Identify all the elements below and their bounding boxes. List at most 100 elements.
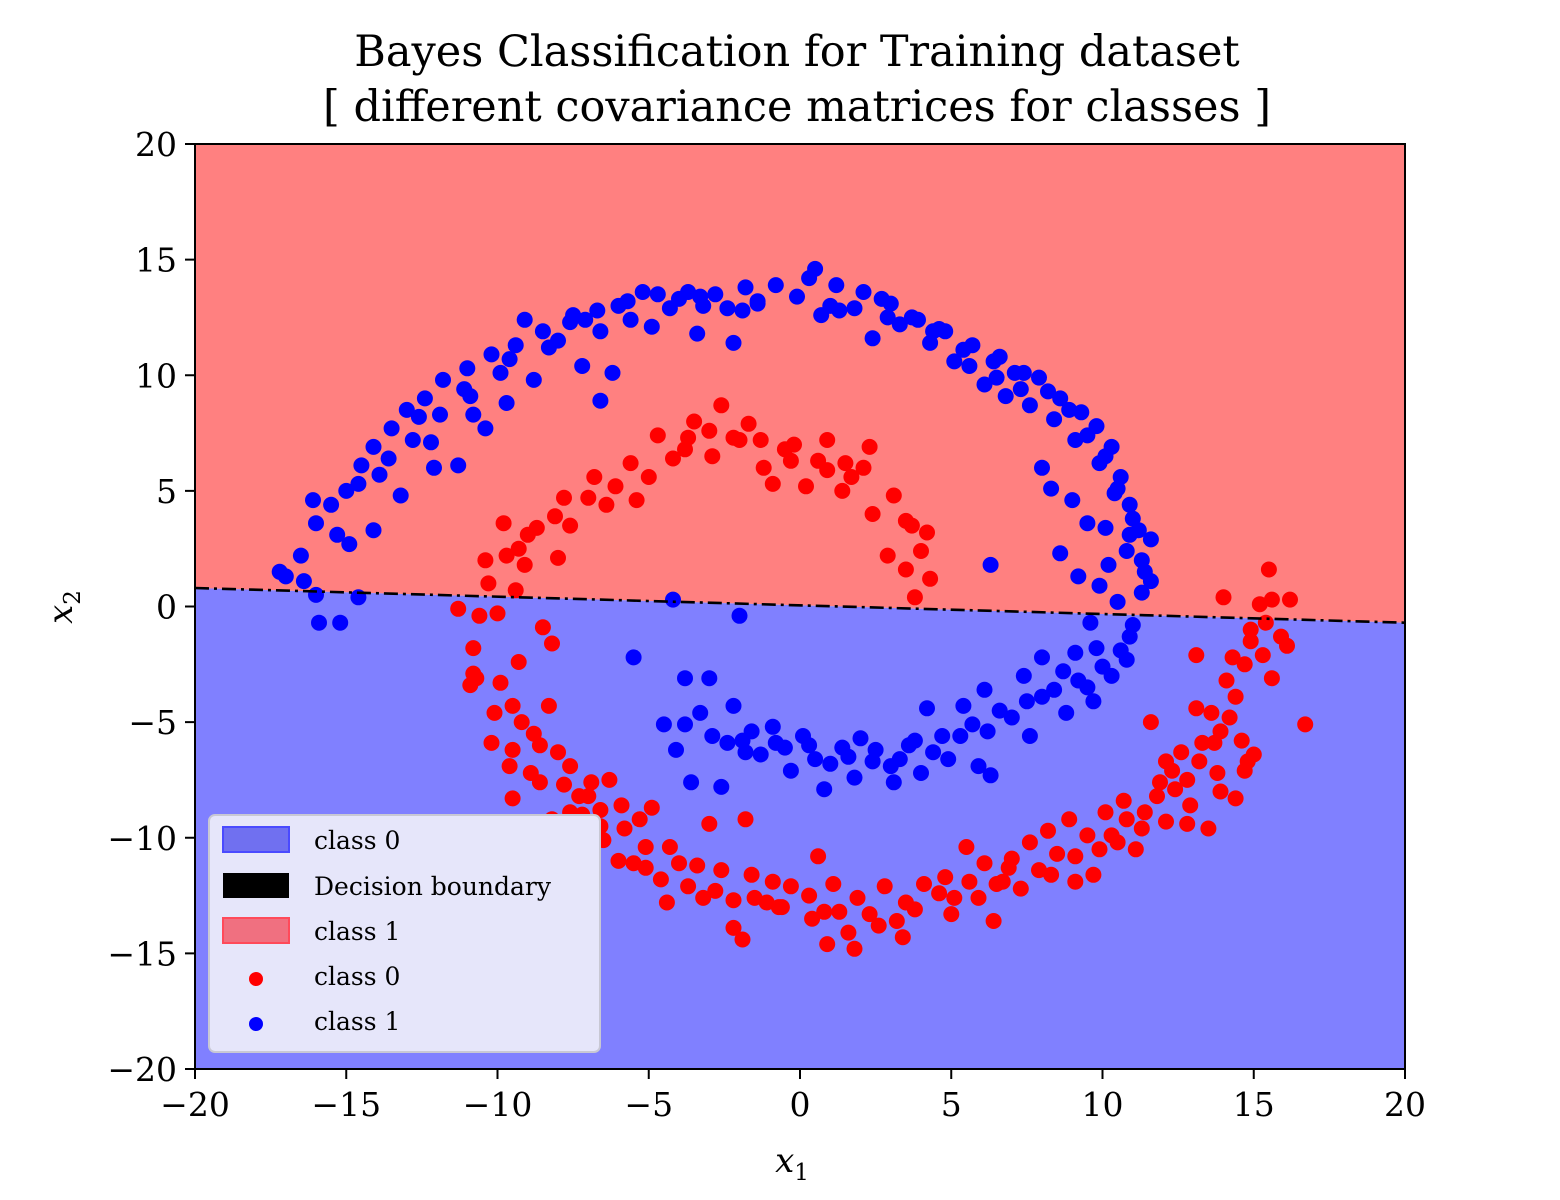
point-class-0-124 [876, 878, 893, 895]
point-class-1-93 [1109, 593, 1126, 610]
point-class-1-45 [1046, 681, 1063, 698]
point-class-0-56 [507, 582, 524, 599]
point-class-0-160 [628, 492, 645, 509]
point-class-1-173 [737, 744, 754, 761]
point-class-1-197 [610, 297, 627, 314]
y-axis-ticks: −20 −15 −10 −5 0 5 10 15 20 [107, 125, 195, 1089]
point-class-0-97 [846, 940, 863, 957]
point-class-0-19 [504, 741, 521, 758]
point-class-1-89 [1118, 543, 1135, 559]
point-class-1-98 [1034, 649, 1050, 666]
point-class-0-141 [1203, 704, 1220, 721]
point-class-0-11 [547, 508, 563, 525]
point-class-1-116 [982, 556, 999, 573]
legend-box [208, 814, 601, 1053]
point-class-1-184 [1058, 704, 1075, 721]
point-class-1-82 [997, 388, 1014, 405]
point-class-1-196 [577, 311, 594, 328]
point-class-0-207 [1263, 670, 1280, 687]
legend-label-points-class-0: class 0 [314, 962, 400, 991]
point-class-0-62 [616, 820, 633, 837]
y-tick-label-1: −15 [107, 934, 177, 973]
point-class-1-180 [940, 751, 957, 768]
point-class-0-147 [1158, 753, 1174, 770]
point-class-0-81 [1297, 716, 1314, 733]
point-class-1-157 [1034, 688, 1050, 705]
x-tick-label-7: 15 [1233, 1085, 1275, 1124]
point-class-1-40 [1133, 584, 1150, 601]
point-class-1-182 [982, 767, 999, 784]
point-class-1-156 [1055, 663, 1072, 680]
point-class-0-179 [504, 790, 521, 807]
point-class-1-20 [707, 286, 724, 303]
point-class-0-16 [465, 640, 482, 657]
point-class-0-41 [1242, 621, 1259, 638]
point-class-1-122 [432, 406, 448, 423]
point-class-1-213 [1121, 526, 1138, 543]
point-class-1-47 [991, 702, 1008, 719]
point-class-0-53 [913, 543, 929, 559]
point-class-1-159 [979, 723, 996, 740]
point-class-1-81 [976, 376, 993, 393]
point-class-1-212 [1106, 485, 1123, 502]
point-class-1-176 [816, 781, 833, 798]
x-tick-label-6: 10 [1082, 1085, 1124, 1124]
point-class-1-73 [725, 334, 742, 351]
point-class-0-130 [1021, 834, 1038, 851]
point-class-1-92 [1091, 577, 1108, 594]
legend-marker-points-class-0 [249, 972, 263, 986]
point-class-1-138 [873, 290, 890, 307]
legend-swatch-decision-boundary [223, 873, 289, 898]
point-class-0-112 [613, 797, 630, 814]
point-class-1-101 [955, 697, 972, 714]
point-class-0-95 [734, 931, 751, 948]
point-class-1-7 [383, 420, 400, 437]
point-class-0-184 [695, 889, 712, 906]
legend: class 0 Decision boundary class 1 class … [208, 814, 601, 1053]
point-class-0-90 [701, 815, 718, 832]
point-class-1-8 [398, 401, 415, 418]
point-class-0-194 [1003, 850, 1020, 867]
point-class-1-120 [371, 466, 388, 483]
point-class-0-212 [525, 725, 542, 742]
point-class-1-187 [410, 408, 427, 425]
y-axis-label-base: x [41, 605, 81, 624]
point-class-1-179 [913, 765, 929, 781]
point-class-0-103 [450, 600, 467, 617]
point-class-0-186 [746, 889, 763, 906]
point-class-0-72 [1049, 845, 1066, 862]
point-class-0-140 [1194, 734, 1211, 751]
point-class-0-65 [758, 894, 775, 911]
point-class-0-118 [743, 866, 760, 883]
point-class-0-128 [961, 873, 978, 890]
point-class-0-2 [752, 432, 769, 448]
point-class-0-70 [976, 855, 993, 872]
point-class-0-176 [571, 788, 588, 805]
point-class-1-6 [365, 438, 382, 455]
point-class-1-14 [534, 323, 551, 340]
point-class-0-208 [1273, 628, 1289, 645]
point-class-1-1 [292, 547, 309, 564]
point-class-1-59 [311, 614, 327, 631]
point-class-0-193 [994, 873, 1011, 890]
point-class-0-148 [1142, 714, 1159, 731]
point-class-1-214 [1136, 563, 1153, 580]
point-class-0-163 [528, 519, 545, 536]
point-class-1-119 [341, 536, 358, 553]
point-class-1-124 [465, 406, 482, 423]
point-class-1-166 [776, 739, 793, 756]
scatter-points [271, 260, 1314, 957]
point-class-1-129 [592, 323, 609, 340]
point-class-0-145 [1209, 765, 1226, 781]
point-class-1-37 [1121, 496, 1138, 513]
y-tick-label-0: −20 [107, 1050, 177, 1089]
point-class-1-65 [450, 457, 467, 474]
point-class-1-77 [864, 330, 881, 347]
point-class-0-69 [931, 885, 948, 902]
point-class-0-157 [764, 475, 781, 492]
point-class-1-83 [1021, 397, 1038, 414]
point-class-0-195 [1043, 866, 1060, 883]
point-class-0-98 [495, 515, 512, 532]
point-class-0-18 [486, 704, 503, 721]
point-class-0-84 [1215, 589, 1232, 606]
